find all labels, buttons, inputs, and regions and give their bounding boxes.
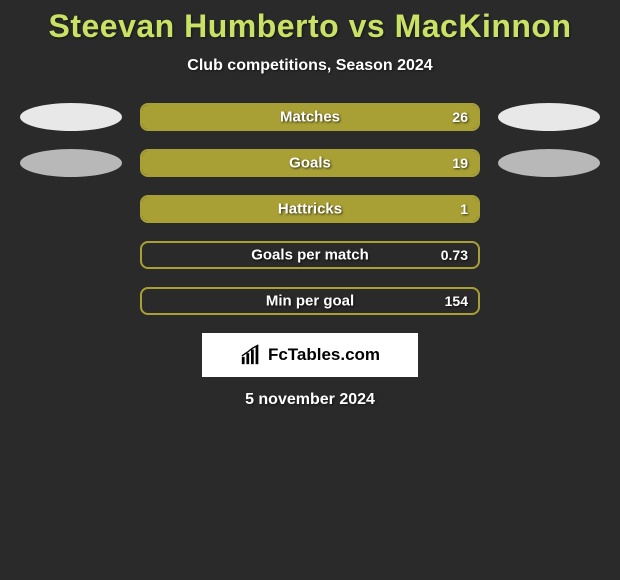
stat-label: Goals per match bbox=[251, 247, 369, 264]
stat-value: 154 bbox=[445, 293, 468, 309]
stat-value: 19 bbox=[452, 155, 468, 171]
stat-label: Hattricks bbox=[278, 201, 342, 218]
stat-bar: Min per goal 154 bbox=[140, 287, 480, 315]
stat-value: 26 bbox=[452, 109, 468, 125]
left-oval bbox=[20, 149, 122, 177]
bar-chart-icon bbox=[240, 344, 262, 366]
stat-label: Min per goal bbox=[266, 293, 354, 310]
subtitle: Club competitions, Season 2024 bbox=[0, 57, 620, 75]
stat-row: Goals per match 0.73 bbox=[0, 241, 620, 269]
stat-value: 1 bbox=[460, 201, 468, 217]
right-oval bbox=[498, 149, 600, 177]
date-label: 5 november 2024 bbox=[0, 391, 620, 409]
logo-text: FcTables.com bbox=[268, 345, 380, 365]
stat-bar: Goals 19 bbox=[140, 149, 480, 177]
stat-value: 0.73 bbox=[441, 247, 468, 263]
left-oval bbox=[20, 103, 122, 131]
stat-row: Hattricks 1 bbox=[0, 195, 620, 223]
stat-label: Matches bbox=[280, 109, 340, 126]
right-oval bbox=[498, 103, 600, 131]
page-title: Steevan Humberto vs MacKinnon bbox=[0, 8, 620, 45]
stats-list: Matches 26 Goals 19 Hattricks 1 Goals per matc… bbox=[0, 103, 620, 315]
stat-row: Matches 26 bbox=[0, 103, 620, 131]
stat-row: Goals 19 bbox=[0, 149, 620, 177]
stat-label: Goals bbox=[289, 155, 331, 172]
stat-row: Min per goal 154 bbox=[0, 287, 620, 315]
stat-bar: Goals per match 0.73 bbox=[140, 241, 480, 269]
logo-box[interactable]: FcTables.com bbox=[202, 333, 418, 377]
stat-bar: Hattricks 1 bbox=[140, 195, 480, 223]
comparison-card: Steevan Humberto vs MacKinnon Club compe… bbox=[0, 0, 620, 409]
stat-bar: Matches 26 bbox=[140, 103, 480, 131]
